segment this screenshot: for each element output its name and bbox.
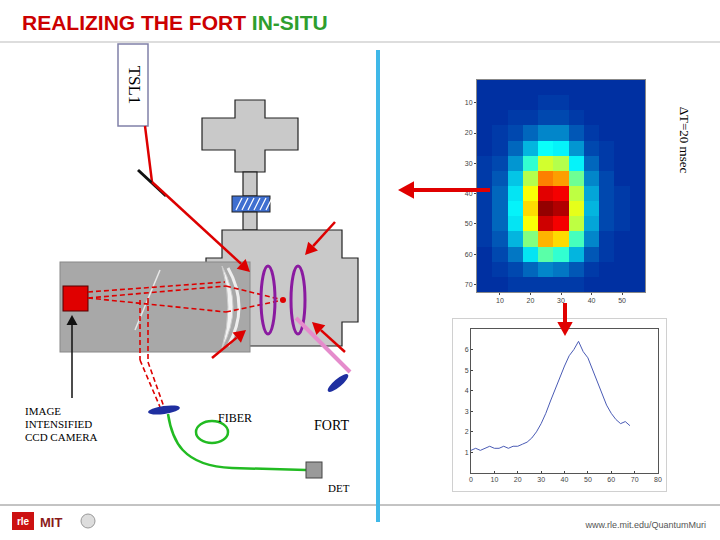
- svg-text:20: 20: [527, 297, 535, 304]
- svg-text:3: 3: [465, 408, 469, 415]
- svg-text:2: 2: [465, 428, 469, 435]
- svg-text:70: 70: [631, 476, 639, 483]
- svg-text:TSL1: TSL1: [125, 66, 144, 105]
- svg-text:FIBER: FIBER: [218, 411, 252, 425]
- svg-text:ΔT=20 msec: ΔT=20 msec: [677, 107, 692, 174]
- svg-text:40: 40: [588, 297, 596, 304]
- svg-text:20: 20: [465, 129, 473, 136]
- svg-text:INTENSIFIED: INTENSIFIED: [25, 418, 92, 430]
- svg-text:6: 6: [465, 346, 469, 353]
- svg-text:IMAGE: IMAGE: [25, 405, 61, 417]
- svg-text:50: 50: [584, 476, 592, 483]
- svg-text:40: 40: [561, 476, 569, 483]
- svg-text:10: 10: [465, 99, 473, 106]
- svg-text:FORT: FORT: [314, 418, 349, 433]
- svg-text:REALIZING THE FORT IN-SITU: REALIZING THE FORT IN-SITU: [22, 11, 328, 34]
- svg-text:50: 50: [465, 220, 473, 227]
- svg-text:60: 60: [465, 251, 473, 258]
- svg-text:MIT: MIT: [40, 515, 62, 530]
- svg-text:5: 5: [465, 367, 469, 374]
- svg-text:www.rle.mit.edu/QuantumMuri: www.rle.mit.edu/QuantumMuri: [584, 520, 706, 530]
- svg-text:30: 30: [465, 160, 473, 167]
- svg-text:70: 70: [465, 281, 473, 288]
- svg-text:30: 30: [557, 297, 565, 304]
- svg-text:40: 40: [465, 190, 473, 197]
- svg-text:0: 0: [469, 476, 473, 483]
- svg-text:DET: DET: [328, 482, 350, 494]
- svg-text:60: 60: [607, 476, 615, 483]
- svg-text:20: 20: [514, 476, 522, 483]
- svg-text:30: 30: [537, 476, 545, 483]
- svg-text:10: 10: [490, 476, 498, 483]
- svg-text:CCD CAMERA: CCD CAMERA: [25, 431, 97, 443]
- svg-text:rle: rle: [17, 516, 30, 527]
- svg-text:4: 4: [465, 387, 469, 394]
- svg-text:1: 1: [465, 449, 469, 456]
- svg-text:10: 10: [496, 297, 504, 304]
- svg-text:50: 50: [618, 297, 626, 304]
- svg-text:80: 80: [654, 476, 662, 483]
